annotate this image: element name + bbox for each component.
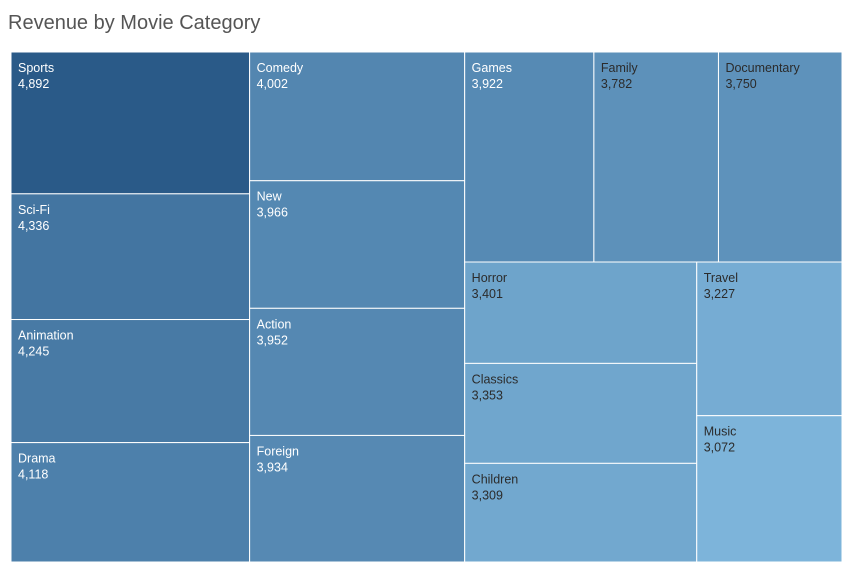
treemap-rect-horror[interactable]: [464, 261, 698, 364]
treemap-rect-travel[interactable]: [696, 261, 843, 417]
category-name-label: Travel: [704, 271, 738, 285]
category-value-label: 4,892: [18, 77, 49, 91]
chart-title: Revenue by Movie Category: [8, 12, 261, 34]
treemap-cell-children[interactable]: Children 3,309: [464, 462, 698, 563]
treemap-cell-horror[interactable]: Horror 3,401: [464, 261, 698, 364]
treemap-cell-foreign[interactable]: Foreign 3,934: [249, 434, 466, 563]
treemap-rect-classics[interactable]: [464, 362, 698, 464]
category-name-label: Music: [704, 425, 737, 439]
category-name-label: Children: [472, 472, 519, 486]
category-value-label: 4,118: [18, 468, 48, 482]
category-value-label: 3,782: [601, 77, 632, 91]
category-value-label: 3,309: [472, 488, 503, 502]
category-name-label: Sci-Fi: [18, 203, 50, 217]
category-name-label: Animation: [18, 329, 74, 343]
treemap-cell-new[interactable]: New 3,966: [249, 180, 466, 309]
treemap-cell-family[interactable]: Family 3,782: [593, 51, 719, 263]
treemap-rect-games[interactable]: [464, 51, 595, 263]
treemap-rect-music[interactable]: [696, 415, 843, 563]
category-value-label: 3,072: [704, 441, 735, 455]
category-value-label: 4,002: [257, 77, 288, 91]
treemap-cell-travel[interactable]: Travel 3,227: [696, 261, 843, 417]
category-value-label: 4,336: [18, 219, 49, 233]
category-value-label: 3,750: [725, 77, 756, 91]
category-name-label: Drama: [18, 452, 56, 466]
category-name-label: Games: [472, 61, 512, 75]
treemap-rect-family[interactable]: [593, 51, 719, 263]
treemap-rect-new[interactable]: [249, 180, 466, 309]
treemap-rect-comedy[interactable]: [249, 51, 466, 182]
treemap-rect-action[interactable]: [249, 307, 466, 436]
category-name-label: New: [257, 190, 283, 204]
category-value-label: 3,401: [472, 287, 503, 301]
category-name-label: Horror: [472, 271, 507, 285]
treemap-cell-animation[interactable]: Animation 4,245: [10, 319, 251, 444]
treemap-cell-music[interactable]: Music 3,072: [696, 415, 843, 563]
treemap-cell-games[interactable]: Games 3,922: [464, 51, 595, 263]
treemap-cell-sci-fi[interactable]: Sci-Fi 4,336: [10, 193, 251, 321]
category-value-label: 3,966: [257, 206, 288, 220]
category-name-label: Comedy: [257, 61, 304, 75]
category-name-label: Family: [601, 61, 639, 75]
treemap-cell-action[interactable]: Action 3,952: [249, 307, 466, 436]
category-value-label: 3,227: [704, 287, 735, 301]
treemap-rect-foreign[interactable]: [249, 434, 466, 563]
treemap-cell-documentary[interactable]: Documentary 3,750: [717, 51, 843, 263]
treemap-rect-drama[interactable]: [10, 442, 251, 563]
treemap-cell-classics[interactable]: Classics 3,353: [464, 362, 698, 464]
treemap-cell-sports[interactable]: Sports 4,892: [10, 51, 251, 195]
category-name-label: Foreign: [257, 444, 299, 458]
category-value-label: 3,934: [257, 460, 288, 474]
treemap-cell-comedy[interactable]: Comedy 4,002: [249, 51, 466, 182]
category-value-label: 3,952: [257, 333, 288, 347]
category-name-label: Classics: [472, 372, 519, 386]
category-name-label: Sports: [18, 61, 54, 75]
category-name-label: Action: [257, 317, 292, 331]
category-value-label: 3,353: [472, 388, 503, 402]
treemap-rect-children[interactable]: [464, 462, 698, 563]
category-value-label: 4,245: [18, 345, 49, 359]
treemap-cell-drama[interactable]: Drama 4,118: [10, 442, 251, 563]
category-value-label: 3,922: [472, 77, 503, 91]
category-name-label: Documentary: [725, 61, 800, 75]
